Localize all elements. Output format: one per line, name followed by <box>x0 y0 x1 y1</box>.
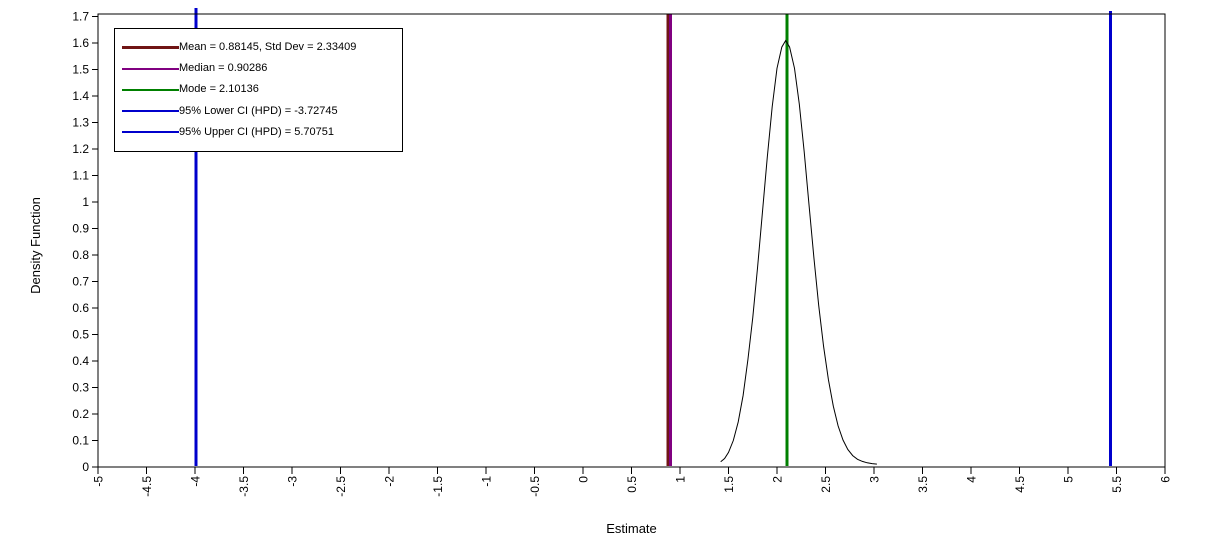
mode-line-swatch <box>122 88 179 91</box>
y-axis-tick-label: 0.6 <box>72 301 89 315</box>
x-axis-tick-label: 0 <box>577 476 591 483</box>
y-axis-tick-label: 0.3 <box>72 381 89 395</box>
y-axis-tick-label: 1.3 <box>72 116 89 130</box>
x-axis-tick-label: -0.5 <box>528 476 542 497</box>
x-axis-tick-label: -1.5 <box>431 476 445 497</box>
x-axis-tick-label: 1 <box>674 476 688 483</box>
legend-row-median: Median = 0.90286 <box>122 63 398 74</box>
x-axis-tick-label: -2.5 <box>334 476 348 497</box>
x-axis-tick-label: 2 <box>771 476 785 483</box>
x-axis-tick-label: 5.5 <box>1110 476 1124 493</box>
posterior-density-curve <box>720 39 877 465</box>
y-axis-tick-label: 1.6 <box>72 36 89 50</box>
x-axis-tick-label: 5 <box>1062 476 1076 483</box>
x-axis-tick-label: -5 <box>92 476 106 487</box>
legend-label-mean: Mean = 0.88145, Std Dev = 2.33409 <box>179 41 357 54</box>
legend-row-mode: Mode = 2.10136 <box>122 84 398 95</box>
y-axis-tick-label: 0.8 <box>72 248 89 262</box>
x-axis-tick-label: 3.5 <box>916 476 930 493</box>
y-axis-tick-label: 0.4 <box>72 354 89 368</box>
legend: Mean = 0.88145, Std Dev = 2.33409 Median… <box>114 28 403 152</box>
y-axis-tick-label: 0.5 <box>72 328 89 342</box>
x-axis-tick-label: -1 <box>480 476 494 487</box>
y-axis-tick-label: 1.4 <box>72 89 89 103</box>
median-line <box>669 14 673 466</box>
y-axis-tick-label: 1.5 <box>72 63 89 77</box>
x-axis-tick-label: -2 <box>383 476 397 487</box>
mean-line <box>666 14 671 466</box>
x-axis-tick-label: 3 <box>868 476 882 483</box>
legend-label-lower-ci: 95% Lower CI (HPD) = -3.72745 <box>179 104 338 117</box>
x-axis-tick-label: 4.5 <box>1013 476 1027 493</box>
lower-ci-line-swatch <box>122 110 179 113</box>
x-axis-tick-label: -3 <box>286 476 300 487</box>
legend-row-lower-ci: 95% Lower CI (HPD) = -3.72745 <box>122 104 398 117</box>
x-axis-tick-label: -3.5 <box>237 476 251 497</box>
upper-ci-line <box>1109 11 1113 466</box>
median-line-swatch <box>122 67 179 70</box>
y-axis-tick-label: 0 <box>82 460 89 474</box>
y-axis-title: Density Function <box>28 197 43 294</box>
x-axis-tick-label: -4 <box>189 476 203 487</box>
x-axis-tick-label: 1.5 <box>722 476 736 493</box>
y-axis-tick-label: 0.2 <box>72 407 89 421</box>
legend-label-upper-ci: 95% Upper CI (HPD) = 5.70751 <box>179 125 334 138</box>
y-axis-tick-label: 0.7 <box>72 275 89 289</box>
x-axis-tick-label: 6 <box>1159 476 1173 483</box>
lower-ci-line <box>194 8 198 466</box>
legend-row-mean: Mean = 0.88145, Std Dev = 2.33409 <box>122 42 398 53</box>
y-axis-tick-label: 1.2 <box>72 142 89 156</box>
x-axis-tick-label: 4 <box>965 476 979 483</box>
legend-label-mode: Mode = 2.10136 <box>179 83 259 96</box>
x-axis-tick-label: -4.5 <box>140 476 154 497</box>
x-axis-tick-label: 2.5 <box>819 476 833 493</box>
y-axis-tick-label: 1 <box>82 195 89 209</box>
legend-label-median: Median = 0.90286 <box>179 62 268 75</box>
x-axis-tick-label: 0.5 <box>625 476 639 493</box>
y-axis-tick-label: 0.9 <box>72 222 89 236</box>
y-axis-tick-label: 0.1 <box>72 434 89 448</box>
x-axis-title: Estimate <box>606 521 657 536</box>
legend-row-upper-ci: 95% Upper CI (HPD) = 5.70751 <box>122 125 398 138</box>
mean-line-swatch <box>122 46 179 50</box>
mode-line <box>785 14 789 466</box>
y-axis-tick-label: 1.7 <box>72 10 89 24</box>
y-axis-tick-label: 1.1 <box>72 169 89 183</box>
upper-ci-line-swatch <box>122 131 179 134</box>
